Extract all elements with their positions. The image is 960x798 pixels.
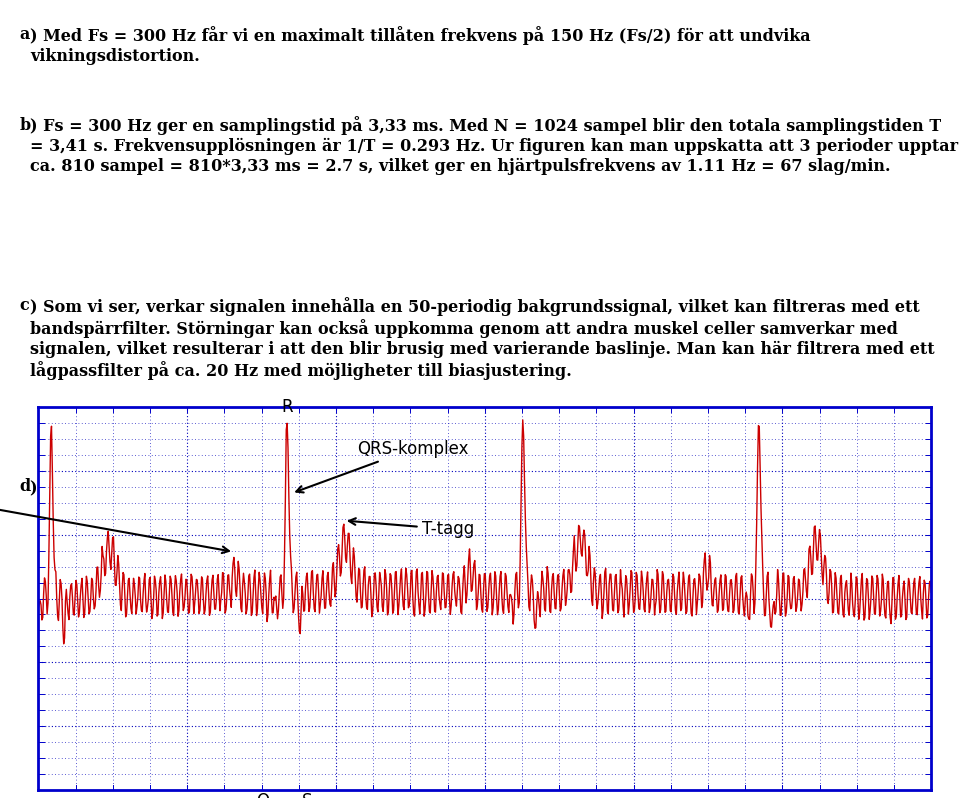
Text: R: R bbox=[281, 398, 293, 416]
Text: b: b bbox=[19, 117, 31, 133]
Text: QRS-komplex: QRS-komplex bbox=[297, 440, 468, 492]
Text: Q: Q bbox=[256, 792, 269, 798]
Text: d: d bbox=[19, 479, 31, 496]
Text: ) Som vi ser, verkar signalen innehålla en 50-periodig bakgrundssignal, vilket k: ) Som vi ser, verkar signalen innehålla … bbox=[31, 298, 935, 380]
Text: P-våg: P-våg bbox=[0, 488, 228, 553]
Text: T-tagg: T-tagg bbox=[348, 518, 474, 538]
Text: ) Med Fs = 300 Hz får vi en maximalt tillåten frekvens på 150 Hz (Fs/2) för att : ) Med Fs = 300 Hz får vi en maximalt til… bbox=[31, 26, 811, 65]
Text: ) Fs = 300 Hz ger en samplingstid på 3,33 ms. Med N = 1024 sampel blir den total: ) Fs = 300 Hz ger en samplingstid på 3,3… bbox=[31, 117, 958, 175]
Text: a: a bbox=[19, 26, 30, 43]
Text: c: c bbox=[19, 298, 29, 314]
Text: S: S bbox=[302, 792, 312, 798]
Text: ) I figuren finns några karaktäristiska drag markerade.: ) I figuren finns några karaktäristiska … bbox=[31, 479, 528, 497]
